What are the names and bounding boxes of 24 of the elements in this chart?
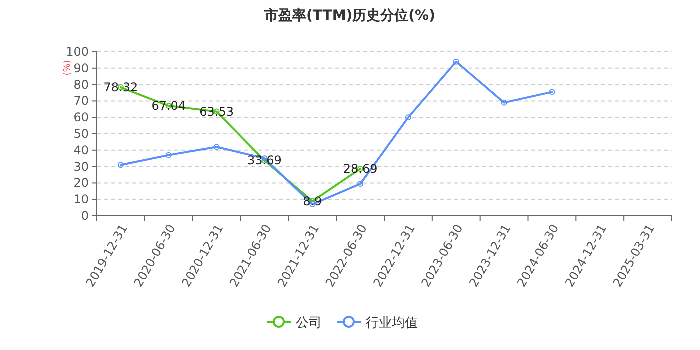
y-tick-label: 70 [74, 94, 89, 108]
legend-label: 行业均值 [366, 316, 418, 331]
point [118, 162, 124, 168]
point [214, 144, 220, 150]
y-tick-label: 80 [74, 78, 89, 92]
y-tick-label: 30 [74, 160, 89, 174]
data-label: 8.9 [303, 194, 322, 208]
point [358, 181, 364, 188]
y-tick-label: 60 [74, 110, 89, 125]
y-axis-title: (%) [63, 60, 73, 76]
point [501, 100, 508, 106]
chart-title: 市盈率(TTM)历史分位(%) [264, 7, 436, 24]
point [166, 152, 172, 158]
point [549, 89, 556, 96]
y-tick-label: 0 [81, 209, 89, 223]
y-tick-label: 40 [74, 143, 89, 158]
y-tick-label: 100 [66, 45, 89, 59]
y-tick-label: 10 [74, 192, 89, 207]
y-tick-label: 90 [74, 61, 89, 76]
point [405, 114, 412, 121]
legend-label: 公司 [296, 316, 322, 331]
y-tick-label: 20 [74, 176, 89, 190]
y-tick-label: 50 [74, 127, 89, 141]
point [453, 58, 460, 65]
